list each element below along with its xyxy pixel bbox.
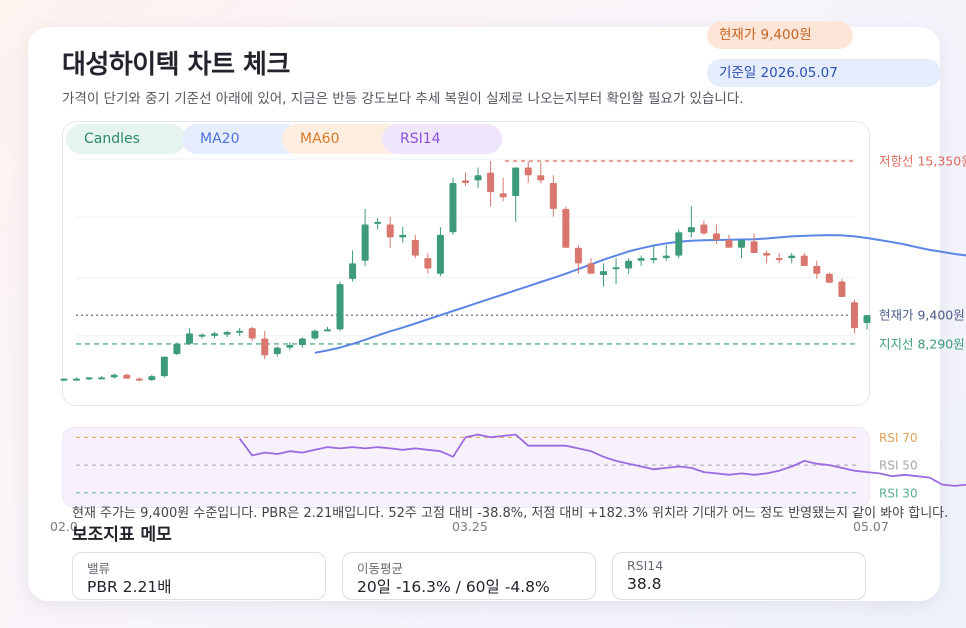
candle-up — [198, 334, 206, 337]
x-tick-label: 02.0 — [50, 519, 78, 534]
candle-down — [248, 328, 256, 339]
candle-down — [838, 281, 846, 298]
candle-up — [449, 183, 457, 233]
candle-down — [261, 338, 269, 356]
candle-down — [424, 258, 432, 269]
candle-down — [587, 263, 595, 274]
candle-up — [286, 344, 294, 348]
level-label: 지지선 8,290원 — [879, 336, 965, 351]
candle-down — [763, 252, 771, 256]
candle-up — [223, 332, 231, 335]
memo-box-label: RSI14 — [627, 558, 664, 573]
memo-box-value: PBR 2.21배 — [87, 578, 172, 596]
candle-up — [185, 333, 193, 344]
candle-down — [775, 258, 783, 261]
memo-box-rsi: RSI14 38.8 — [612, 552, 866, 600]
candle-up — [738, 240, 746, 248]
legend-ma20[interactable]: MA20 — [182, 124, 302, 154]
legend-candles[interactable]: Candles — [66, 124, 186, 154]
level-label: 저항선 15,350원 — [879, 153, 966, 168]
candle-up — [637, 258, 645, 261]
candle-up — [236, 330, 244, 333]
candle-down — [725, 240, 733, 248]
candle-up — [311, 330, 319, 339]
rsi-level-label: RSI 70 — [879, 431, 918, 445]
candle-down — [135, 378, 143, 381]
candle-down — [537, 175, 545, 181]
candle-up — [474, 175, 482, 181]
candle-up — [298, 338, 306, 345]
candle-up — [788, 255, 796, 259]
candle-down — [813, 265, 821, 274]
candle-up — [60, 378, 68, 381]
candle-up — [600, 271, 608, 276]
candle-down — [825, 273, 833, 283]
x-tick-label: 05.07 — [853, 519, 889, 534]
candle-down — [549, 183, 557, 209]
candle-up — [349, 263, 357, 279]
candle-up — [85, 377, 93, 380]
current-price-badge: 현재가 9,400원 — [707, 21, 853, 49]
memo-box-value: 38.8 — [627, 575, 662, 593]
candle-up — [650, 258, 658, 261]
candle-down — [524, 167, 532, 176]
rsi-level-label: RSI 30 — [879, 486, 918, 500]
candle-down — [123, 374, 131, 379]
level-label: 현재가 9,400원 — [879, 308, 965, 323]
legend-rsi14[interactable]: RSI14 — [382, 124, 502, 154]
candle-up — [173, 343, 181, 355]
rsi-chart-panel — [62, 427, 870, 508]
rsi14-line — [238, 433, 966, 487]
candle-up — [73, 378, 81, 381]
memo-title: 보조지표 메모 — [72, 525, 172, 545]
candle-down — [700, 224, 708, 234]
candle-down — [850, 302, 858, 329]
candle-up — [436, 234, 444, 274]
memo-box-label: 이동평균 — [357, 561, 404, 576]
memo-box-value: 20일 -16.3% / 60일 -4.8% — [357, 578, 550, 596]
candle-up — [512, 167, 520, 196]
rsi-level-label: RSI 50 — [879, 459, 918, 473]
memo-box-label: 밸류 — [87, 561, 111, 576]
candle-up — [863, 315, 871, 323]
base-date-badge: 기준일 2026.05.07 — [707, 59, 941, 87]
candle-up — [612, 267, 620, 270]
candle-up — [148, 376, 156, 380]
page-subtitle: 가격이 단기와 중기 기준선 아래에 있어, 지금은 반등 강도보다 추세 복원… — [62, 91, 744, 107]
candle-up — [675, 232, 683, 256]
candle-down — [462, 180, 469, 184]
candle-up — [110, 374, 118, 378]
candle-up — [687, 227, 695, 233]
candle-down — [712, 233, 720, 241]
candle-down — [386, 224, 394, 238]
candle-up — [374, 221, 382, 224]
candle-up — [336, 284, 344, 330]
candle-down — [800, 255, 808, 266]
page-title: 대성하이텍 차트 체크 — [62, 50, 290, 80]
x-tick-label: 03.25 — [452, 519, 488, 534]
candle-up — [273, 347, 281, 355]
candle-up — [625, 260, 633, 269]
price-chart-panel — [62, 121, 870, 406]
candle-up — [323, 329, 331, 332]
candle-down — [411, 240, 419, 256]
candle-up — [399, 234, 407, 238]
candle-down — [487, 172, 495, 193]
candle-down — [574, 247, 582, 264]
candle-up — [662, 255, 670, 259]
candle-down — [499, 193, 507, 198]
candle-up — [160, 356, 168, 377]
candle-up — [211, 333, 219, 336]
valuation-note: 현재 주가는 9,400원 수준입니다. PBR은 2.21배입니다. 52주 … — [72, 506, 949, 521]
candle-down — [562, 208, 570, 248]
memo-box-valuation: 밸류 PBR 2.21배 — [72, 552, 326, 600]
candle-up — [361, 224, 369, 261]
memo-box-moving-average: 이동평균 20일 -16.3% / 60일 -4.8% — [342, 552, 596, 600]
candle-down — [750, 241, 758, 253]
candle-up — [98, 377, 106, 380]
